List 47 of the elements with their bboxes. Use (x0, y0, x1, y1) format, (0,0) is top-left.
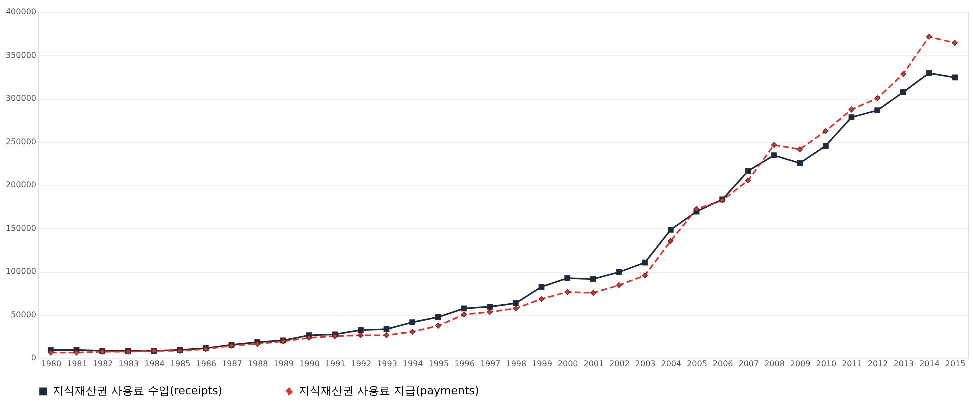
x-tick-label: 2010 (816, 360, 837, 368)
x-tick-label: 2015 (945, 360, 966, 368)
x-tick-label: 1988 (248, 360, 268, 368)
legend-label: 지식재산권 사용료 지급(payments) (299, 384, 480, 398)
y-tick-label: 100000 (6, 267, 36, 276)
x-tick-label: 1991 (325, 360, 346, 368)
y-tick-label: 200000 (6, 180, 36, 190)
x-tick-label: 2012 (868, 360, 888, 368)
x-tick-label: 1995 (428, 360, 450, 368)
x-tick-label: 1999 (532, 360, 552, 368)
x-tick-label: 1985 (170, 360, 191, 368)
x-tick-label: 1997 (480, 360, 501, 368)
y-tick-label: 0 (31, 354, 36, 362)
x-tick-label: 1994 (402, 360, 424, 368)
y-tick-label: 300000 (6, 94, 36, 103)
x-tick-label: 2011 (842, 360, 862, 368)
x-tick-label: 1986 (196, 360, 217, 368)
x-tick-label: 2007 (738, 360, 760, 368)
y-tick-label: 150000 (6, 224, 36, 233)
y-tick-label: 400000 (6, 8, 36, 16)
x-tick-label: 1989 (274, 360, 294, 368)
x-tick-label: 2009 (790, 360, 811, 368)
x-tick-label: 2000 (558, 360, 578, 368)
legend-label: 지식재산권 사용료 수입(receipts) (53, 384, 223, 398)
x-tick-label: 2005 (687, 360, 708, 368)
x-tick-label: 1996 (454, 360, 475, 368)
x-tick-label: 2008 (764, 360, 785, 368)
x-tick-label: 2013 (894, 360, 914, 368)
y-tick-label: 50000 (11, 310, 36, 320)
x-tick-label: 1987 (222, 360, 242, 368)
x-tick-label: 1998 (506, 360, 527, 368)
x-tick-label: 2004 (661, 360, 682, 368)
x-tick-label: 2006 (712, 360, 734, 368)
x-tick-label: 2001 (584, 360, 604, 368)
x-tick-label: 1990 (300, 360, 320, 368)
x-tick-label: 2002 (610, 360, 630, 368)
x-tick-label: 1992 (351, 360, 372, 368)
x-tick-label: 1993 (377, 360, 398, 368)
x-tick-label: 1983 (118, 360, 140, 368)
y-tick-label: 350000 (6, 50, 36, 60)
x-tick-label: 2003 (635, 360, 656, 368)
x-tick-label: 2014 (920, 360, 940, 368)
x-tick-label: 1980 (41, 360, 62, 368)
y-tick-label: 250000 (6, 137, 36, 146)
x-tick-label: 1981 (67, 360, 88, 368)
x-tick-label: 1982 (92, 360, 114, 368)
x-tick-label: 1984 (144, 360, 165, 368)
